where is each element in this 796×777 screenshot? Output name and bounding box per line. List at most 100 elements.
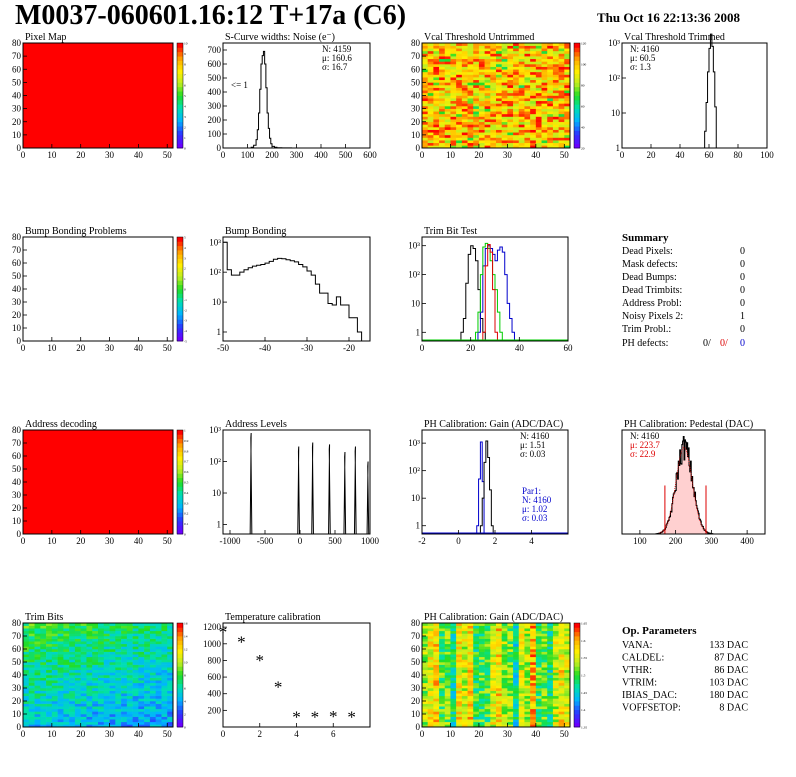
heatmap-cell	[478, 693, 485, 697]
heatmap-cell	[467, 61, 474, 65]
heatmap-cell	[530, 61, 537, 65]
heatmap-cell	[155, 628, 162, 632]
heatmap-cell	[490, 669, 497, 673]
y-tick-label: 50	[411, 657, 421, 667]
temperature-point: *	[347, 707, 356, 726]
heatmap-cell	[552, 85, 559, 88]
heatmap-cell	[524, 662, 531, 665]
heatmap-cell	[433, 672, 440, 676]
heatmap-cell	[63, 651, 70, 655]
y-tick-label: 10	[212, 488, 222, 498]
heatmap-cell	[149, 669, 156, 673]
palette-tick-label: 4	[184, 700, 186, 704]
heatmap-cell	[535, 87, 542, 91]
palette-segment	[177, 263, 183, 268]
heatmap-cell	[484, 693, 491, 697]
heatmap-cell	[86, 688, 93, 691]
summary-row-label: Noisy Pixels 2:	[622, 311, 683, 322]
heatmap-cell	[422, 116, 428, 120]
heatmap-cell	[144, 643, 151, 647]
palette-tick-label: 1	[184, 136, 186, 140]
heatmap-cell	[34, 701, 41, 704]
heatmap-cell	[444, 45, 451, 49]
heatmap-cell	[103, 706, 110, 710]
heatmap-cell	[535, 649, 542, 652]
heatmap-cell	[490, 66, 497, 70]
heatmap-cell	[535, 669, 542, 673]
heatmap-cell	[444, 71, 451, 75]
y-tick-label: 70	[12, 438, 22, 448]
heatmap-cell	[433, 677, 440, 681]
heatmap-cell	[149, 682, 156, 686]
heatmap-cell	[461, 646, 468, 650]
heatmap-cell	[478, 134, 485, 138]
palette-segment	[177, 250, 183, 255]
address-peak	[366, 461, 370, 535]
heatmap-cell	[524, 87, 531, 91]
heatmap-cell	[444, 137, 451, 141]
heatmap-cell	[450, 646, 457, 650]
heatmap-cell	[155, 716, 162, 720]
heatmap-cell	[456, 651, 463, 655]
heatmap-cell	[427, 716, 434, 720]
heatmap-cell	[149, 680, 156, 684]
heatmap-cell	[155, 693, 162, 697]
heatmap-cell	[149, 628, 156, 632]
heatmap-cell	[524, 656, 531, 660]
heatmap-cell	[456, 77, 463, 81]
heatmap-cell	[126, 672, 133, 676]
heatmap-cell	[444, 641, 451, 645]
palette-segment	[574, 99, 580, 105]
heatmap-cell	[473, 716, 480, 720]
heatmap-cell	[552, 708, 559, 712]
heatmap-cell	[490, 714, 497, 717]
heatmap-cell	[422, 693, 428, 697]
heatmap-cell	[433, 693, 440, 697]
heatmap-cell	[456, 119, 463, 123]
heatmap-cell	[467, 649, 474, 652]
heatmap-cell	[564, 716, 571, 720]
heatmap-cell	[547, 688, 554, 691]
heatmap-cell	[51, 664, 58, 668]
x-tick-label: -500	[257, 536, 274, 546]
heatmap-cell	[564, 87, 571, 91]
stats-line: μ: 223.7	[630, 440, 660, 450]
heatmap-cell	[433, 698, 440, 702]
ph-defects-value-black: 0/	[703, 338, 711, 349]
heatmap-cell	[86, 706, 93, 710]
heatmap-cell	[552, 74, 559, 78]
heatmap-cell	[473, 108, 480, 112]
heatmap-cell	[518, 724, 525, 728]
heatmap-cell	[427, 124, 434, 128]
heatmap-cell	[132, 667, 139, 671]
heatmap-cell	[501, 142, 508, 146]
heatmap-cell	[115, 662, 122, 665]
heatmap-cell	[439, 659, 446, 663]
y-tick-label: 200	[208, 115, 222, 125]
heatmap-cell	[109, 706, 116, 710]
heatmap-cell	[98, 651, 105, 655]
heatmap-cell	[132, 677, 139, 681]
heatmap-cell	[92, 688, 99, 691]
heatmap-cell	[161, 630, 168, 634]
heatmap-cell	[109, 680, 116, 684]
heatmap-cell	[530, 669, 537, 673]
heatmap-cell	[439, 92, 446, 96]
heatmap-cell	[507, 58, 514, 62]
heatmap-cell	[518, 669, 525, 673]
y-tick-label: 10	[12, 516, 22, 526]
heatmap-cell	[456, 145, 463, 149]
heatmap-cell	[57, 654, 64, 658]
x-tick-label: 0	[456, 536, 461, 546]
heatmap-cell	[103, 654, 110, 658]
x-tick-label: 0	[221, 150, 226, 160]
heatmap-cell	[461, 74, 468, 78]
heatmap-cell	[57, 667, 64, 671]
heatmap-cell	[478, 116, 485, 120]
heatmap-cell	[444, 630, 451, 634]
heatmap-cell	[69, 708, 76, 712]
heatmap-cell	[115, 680, 122, 684]
heatmap-cell	[456, 100, 463, 104]
heatmap-cell	[23, 695, 30, 699]
heatmap-cell	[473, 630, 480, 634]
